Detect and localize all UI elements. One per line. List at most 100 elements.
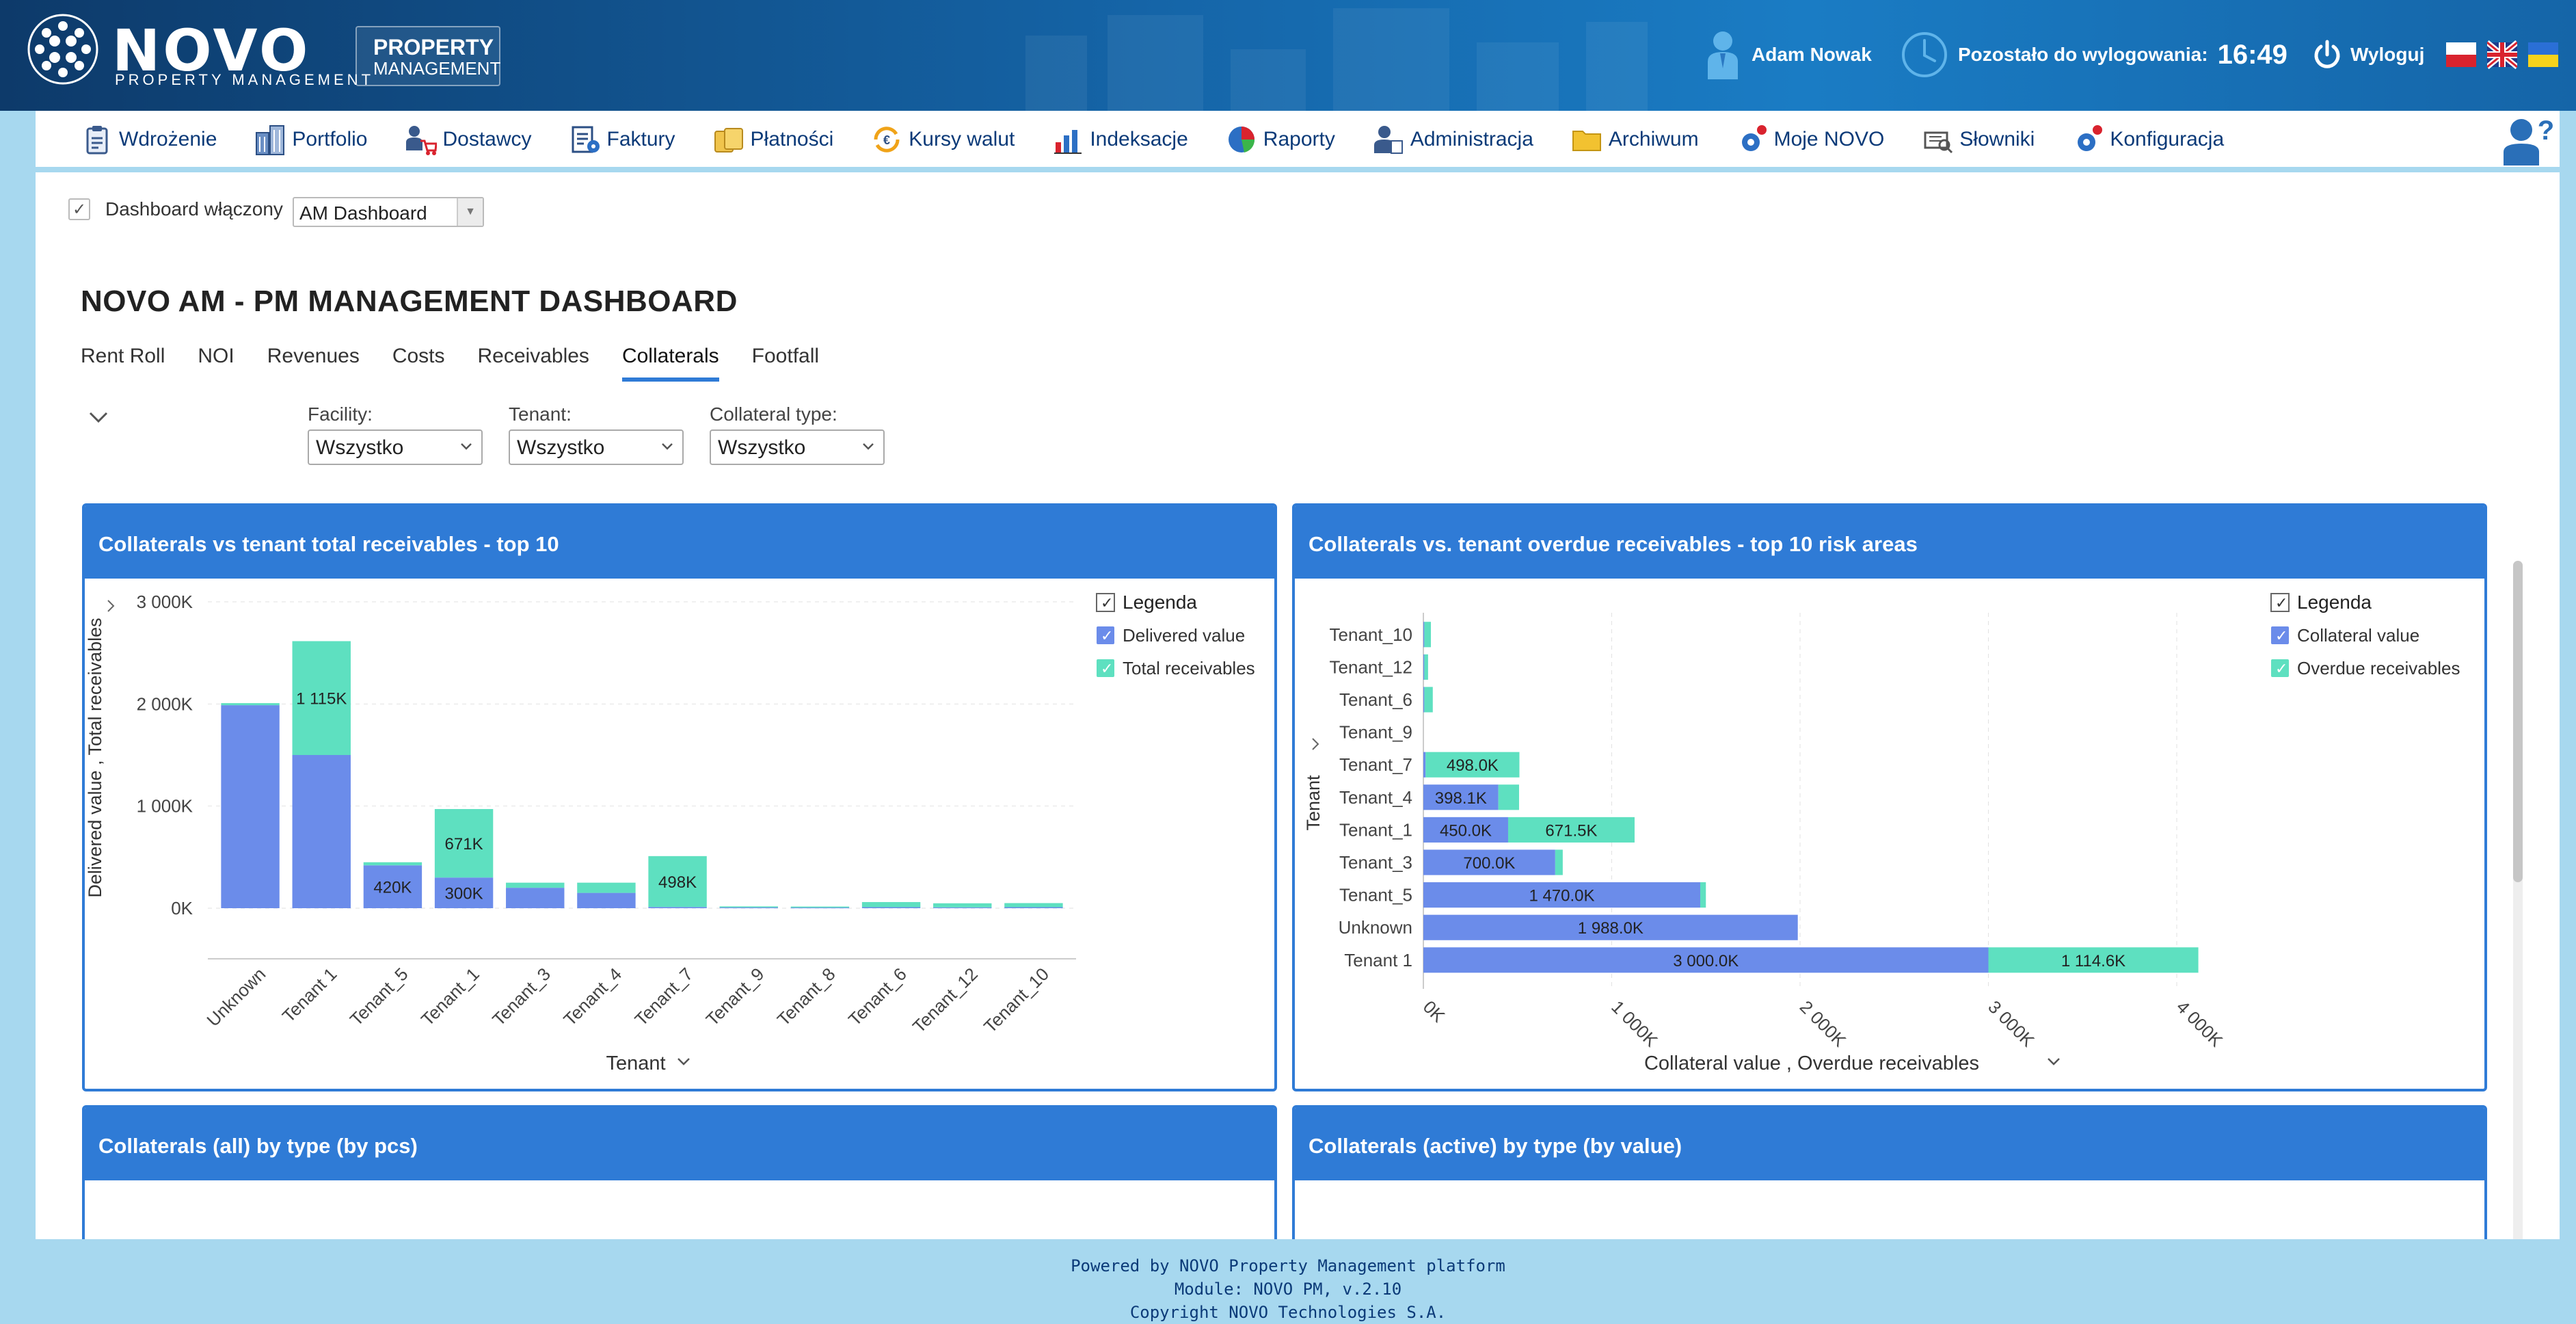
nav-label: Konfiguracja	[2110, 128, 2225, 150]
collateral-type-select[interactable]: Wszystko	[710, 429, 885, 465]
nav-item-slowniki[interactable]: Słowniki	[1921, 123, 2035, 156]
timer-value: 16:49	[2217, 39, 2287, 70]
flag-gb-icon[interactable]	[2487, 40, 2517, 70]
legend-check-mark: ✓	[1101, 627, 1113, 644]
y-tick-label: Unknown	[1339, 917, 1412, 938]
dashboard-toggle-label: Dashboard włączony	[105, 198, 283, 220]
bar-value-label: 498K	[658, 873, 697, 892]
legend-check-mark: ✓	[2275, 627, 2287, 644]
y-tick-label: 3 000K	[137, 592, 193, 612]
legend-entry: Overdue receivables	[2297, 658, 2460, 678]
bar-segment	[861, 902, 921, 908]
tenant-select[interactable]: Wszystko	[509, 429, 684, 465]
bar-segment	[434, 808, 494, 878]
nav-item-raporty[interactable]: Raporty	[1225, 123, 1335, 156]
nav-item-wdrozenie[interactable]: Wdrożenie	[81, 123, 217, 156]
tab-revenues[interactable]: Revenues	[267, 345, 360, 367]
nav-item-archiwum[interactable]: Archiwum	[1570, 123, 1699, 156]
nav-item-dostawcy[interactable]: Dostawcy	[404, 123, 532, 156]
bar-segment	[1423, 654, 1425, 680]
bar-segment	[1425, 752, 1520, 778]
panel-title: Collaterals (all) by type (by pcs)	[85, 1108, 1274, 1180]
bar-segment	[292, 641, 351, 755]
dashboard-tabs: Rent Roll NOI Revenues Costs Receivables…	[81, 345, 852, 382]
nav-item-indeksacje[interactable]: Indeksacje	[1051, 123, 1188, 156]
bar-segment	[221, 705, 280, 908]
legend-check-mark: ✓	[1101, 660, 1113, 677]
content-scrollbar[interactable]	[2513, 561, 2523, 1239]
config-gear-icon	[2078, 125, 2103, 151]
dashboard-toggle[interactable]: ✓ Dashboard włączony	[68, 198, 283, 220]
tab-footfall[interactable]: Footfall	[751, 345, 820, 367]
bar-value-label: 498.0K	[1447, 756, 1499, 775]
nav-item-faktury[interactable]: Faktury	[569, 123, 675, 156]
nav-label: Administracja	[1410, 128, 1533, 150]
y-tick-label: 2 000K	[137, 693, 193, 714]
nav-item-konfiguracja[interactable]: Konfiguracja	[2071, 123, 2224, 156]
nav-item-moje-novo[interactable]: Moje NOVO	[1736, 123, 1885, 156]
nav-item-portfolio[interactable]: Portfolio	[254, 123, 367, 156]
logout-button[interactable]: Wyloguj	[2311, 27, 2424, 82]
product-badge: PROPERTY MANAGEMENT	[355, 26, 500, 86]
legend-title: Legenda	[1123, 592, 1197, 613]
y-axis-title: Tenant	[1303, 775, 1324, 831]
bar-segment	[506, 882, 565, 888]
tenant-filter: Tenant: Wszystko	[509, 403, 684, 465]
nav-label: Indeksacje	[1090, 128, 1188, 150]
admin-user-icon	[1373, 126, 1403, 154]
y-tick-label: Tenant_3	[1339, 852, 1412, 873]
y-tick-label: Tenant_7	[1339, 754, 1412, 775]
bar-segment	[1004, 903, 1063, 908]
chevron-down-icon[interactable]	[85, 403, 112, 431]
facility-select[interactable]: Wszystko	[308, 429, 483, 465]
panel-title: Collaterals vs tenant total receivables …	[85, 506, 1274, 579]
legend-check-mark: ✓	[2275, 660, 2287, 677]
nav-item-kursy-walut[interactable]: € Kursy walut	[870, 123, 1015, 156]
nav-label: Moje NOVO	[1773, 128, 1885, 150]
flag-pl-icon[interactable]	[2446, 40, 2476, 70]
bar-value-label: 1 470.0K	[1529, 887, 1594, 905]
footer: Powered by NOVO Property Management plat…	[0, 1254, 2576, 1324]
legend-entry: Collateral value	[2297, 625, 2419, 646]
y-tick-label: Tenant_1	[1339, 819, 1412, 840]
dashboard-select[interactable]: AM Dashboard ▼	[293, 197, 484, 227]
flag-ua-icon[interactable]	[2528, 40, 2558, 70]
facility-select-value: Wszystko	[316, 436, 404, 459]
tab-collaterals[interactable]: Collaterals	[621, 345, 719, 382]
collaterals-vs-receivables-chart: 0K 1 000K 2 000K 3 000K Unknown 1 115K Tenant …	[85, 592, 1255, 1074]
dashboard-checkbox[interactable]: ✓	[68, 198, 90, 220]
invoice-gear-icon	[572, 126, 600, 153]
x-tick-label: Unknown	[202, 964, 269, 1031]
bar-value-label: 1 114.6K	[2061, 952, 2125, 970]
buildings-icon	[256, 125, 285, 155]
bar-value-label: 700.0K	[1463, 854, 1515, 873]
tab-rent-roll[interactable]: Rent Roll	[81, 345, 165, 367]
nav-label: Archiwum	[1608, 128, 1699, 150]
help-icon[interactable]: ?	[2501, 114, 2555, 166]
tab-costs[interactable]: Costs	[392, 345, 445, 367]
y-tick-label: Tenant 1	[1344, 950, 1412, 970]
panel-collaterals-by-type-value: Collaterals (active) by type (by value)	[1292, 1105, 2487, 1239]
chevron-down-icon	[461, 443, 472, 450]
scrollbar-thumb[interactable]	[2513, 561, 2523, 882]
nav-item-administracja[interactable]: Administracja	[1372, 123, 1533, 156]
legend-checkbox	[2270, 593, 2290, 612]
bar-segment	[363, 862, 422, 866]
bar-segment	[1423, 947, 1989, 973]
novo-logo-icon	[27, 14, 98, 85]
tab-receivables[interactable]: Receivables	[477, 345, 589, 367]
chart-panel-overdue-receivables: Collaterals vs. tenant overdue receivabl…	[1292, 503, 2487, 1091]
user-info[interactable]: Adam Nowak	[1705, 27, 1872, 82]
dictionary-icon	[1924, 131, 1953, 154]
bar-segment	[577, 892, 636, 908]
tab-noi[interactable]: NOI	[198, 345, 234, 367]
nav-item-platnosci[interactable]: Płatności	[712, 123, 833, 156]
panel-title: Collaterals vs. tenant overdue receivabl…	[1295, 506, 2484, 579]
timer-label: Pozostało do wylogowania:	[1958, 44, 2208, 65]
x-tick-label: Tenant_1	[417, 964, 483, 1030]
app-header: NOVO PROPERTY MANAGEMENT PROPERTY MANAGE…	[0, 0, 2576, 111]
y-tick-label: 0K	[171, 898, 193, 918]
bar-segment	[1424, 654, 1428, 680]
bar-value-label: 420K	[373, 879, 412, 897]
nav-label: Portfolio	[292, 128, 368, 150]
